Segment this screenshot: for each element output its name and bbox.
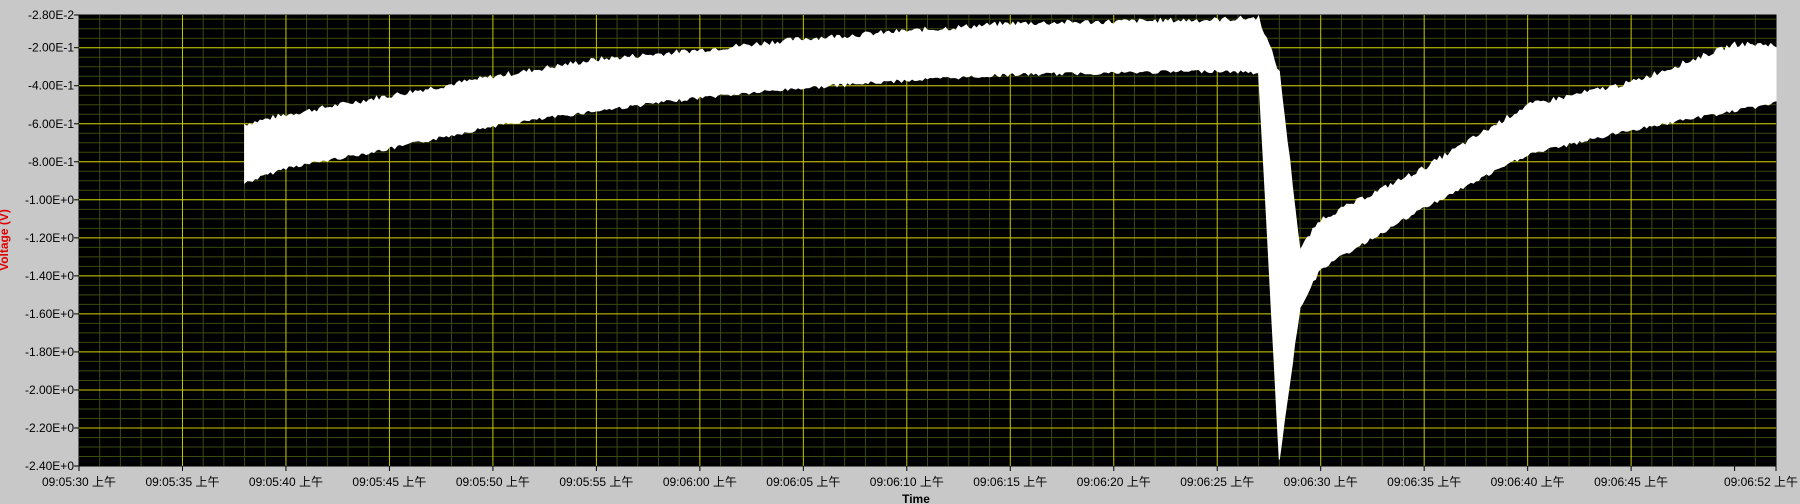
x-axis: 09:05:30 上午 09:05:35 上午 09:05:40 上午 09:05:4…	[42, 466, 1798, 489]
x-tick-label: 09:06:20 上午	[1077, 475, 1151, 489]
x-tick-label: 09:05:30 上午	[42, 475, 116, 489]
y-tick-label: -2.20E+0	[25, 421, 74, 435]
x-tick-label: 09:06:35 上午	[1387, 475, 1461, 489]
x-tick-label: 09:05:35 上午	[145, 475, 219, 489]
y-tick-label: -6.00E-1	[28, 117, 74, 131]
y-tick-label: -2.00E+0	[25, 383, 74, 397]
x-tick-label: 09:05:55 上午	[559, 475, 633, 489]
y-tick-label: -1.00E+0	[25, 193, 74, 207]
x-tick-label: 09:06:52 上午	[1724, 475, 1798, 489]
y-tick-label: -4.00E-1	[28, 79, 74, 93]
x-tick-label: 09:05:50 上午	[456, 475, 530, 489]
x-tick-label: 09:06:45 上午	[1594, 475, 1668, 489]
x-tick-label: 09:05:45 上午	[352, 475, 426, 489]
x-tick-label: 09:06:25 上午	[1180, 475, 1254, 489]
x-tick-label: 09:06:10 上午	[870, 475, 944, 489]
x-tick-label: 09:06:00 上午	[663, 475, 737, 489]
y-axis: -2.80E-2 -2.00E-1 -4.00E-1 -6.00E-1 -8.00E-1…	[25, 8, 79, 473]
signal-trace	[244, 14, 1777, 460]
series-band	[244, 14, 1777, 460]
x-tick-label: 09:06:15 上午	[973, 475, 1047, 489]
x-tick-label: 09:06:05 上午	[766, 475, 840, 489]
y-tick-label: -1.40E+0	[25, 269, 74, 283]
x-tick-label: 09:06:40 上午	[1491, 475, 1565, 489]
x-tick-label: 09:06:30 上午	[1284, 475, 1358, 489]
y-tick-label: -1.80E+0	[25, 345, 74, 359]
y-tick-label: -1.20E+0	[25, 231, 74, 245]
x-axis-title: Time	[902, 492, 930, 504]
y-tick-label: -8.00E-1	[28, 155, 74, 169]
y-tick-label: -2.40E+0	[25, 459, 74, 473]
y-tick-label: -2.80E-2	[28, 8, 74, 22]
y-tick-label: -2.00E-1	[28, 41, 74, 55]
x-tick-label: 09:05:40 上午	[249, 475, 323, 489]
y-tick-label: -1.60E+0	[25, 307, 74, 321]
y-axis-title: Voltage (V)	[0, 209, 11, 271]
